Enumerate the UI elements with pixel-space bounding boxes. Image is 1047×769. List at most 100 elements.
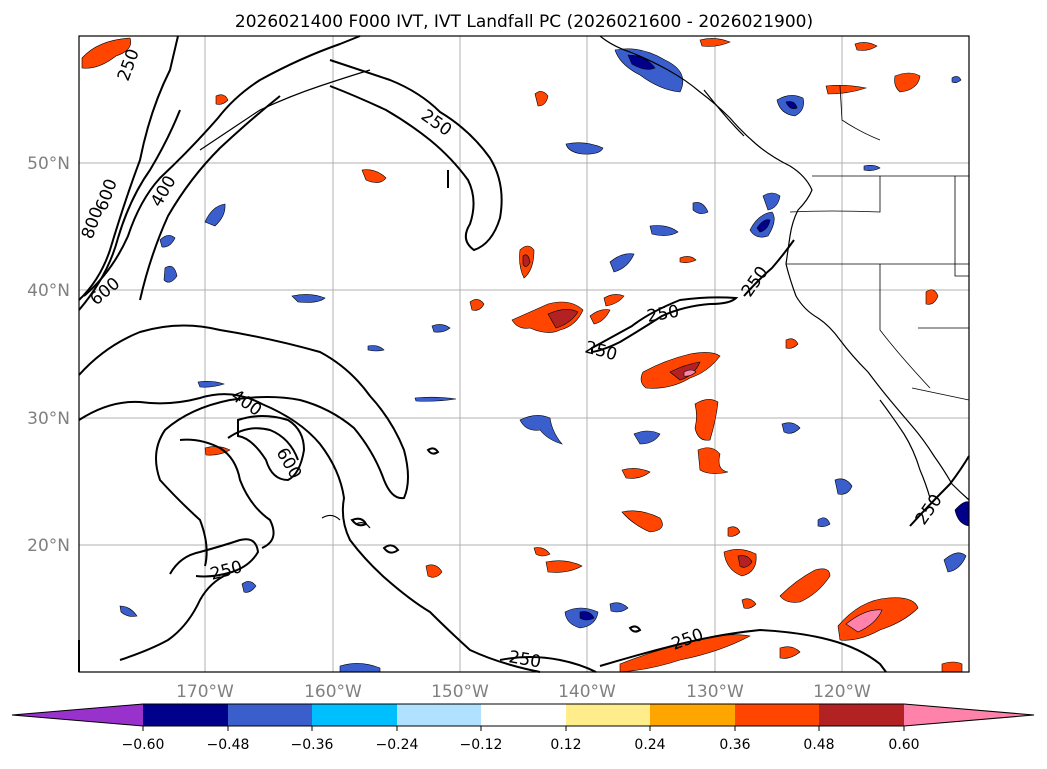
pos-blob bbox=[699, 38, 731, 47]
pos-blob bbox=[621, 468, 651, 479]
colorbar-tick-label: −0.60 bbox=[122, 737, 165, 753]
colorbar-swatch bbox=[397, 704, 481, 726]
colorbar-ticks bbox=[142, 726, 905, 731]
colorbar-swatch bbox=[481, 704, 566, 726]
colorbar-swatch bbox=[228, 704, 312, 726]
pos-blob bbox=[779, 568, 831, 603]
pos-blob bbox=[845, 609, 883, 633]
neg-blob bbox=[159, 235, 176, 248]
pos-blob bbox=[683, 369, 697, 377]
border-nv-ca bbox=[879, 264, 931, 389]
figure-title: 2026021400 F000 IVT, IVT Landfall PC (20… bbox=[235, 12, 813, 32]
pos-blob bbox=[81, 37, 131, 69]
contour-line bbox=[909, 455, 970, 527]
lon-label: 130°W bbox=[686, 682, 744, 702]
pos-blob bbox=[547, 309, 579, 329]
pos-blob bbox=[589, 309, 611, 325]
contour-line bbox=[591, 296, 739, 354]
map-frame bbox=[78, 35, 970, 673]
neg-blob bbox=[579, 611, 595, 621]
neg-blob bbox=[367, 345, 385, 352]
neg-blob bbox=[565, 142, 604, 155]
colorbar-swatch bbox=[143, 704, 228, 726]
lat-label: 40°N bbox=[27, 281, 70, 301]
neg-blob bbox=[291, 294, 326, 303]
positive-anomalies bbox=[81, 37, 963, 673]
pos-blob bbox=[779, 646, 801, 659]
colorbar-swatch bbox=[566, 704, 650, 726]
pos-blob bbox=[694, 399, 719, 441]
pos-blob bbox=[854, 42, 878, 51]
colorbar: −0.60 −0.48 −0.36 −0.24 −0.12 0.12 0.24 … bbox=[11, 703, 1035, 753]
pos-blob bbox=[534, 91, 549, 107]
neg-blob bbox=[414, 396, 457, 402]
neg-blob bbox=[163, 265, 178, 283]
neg-blob bbox=[627, 54, 656, 70]
colorbar-tick-label: −0.36 bbox=[291, 737, 334, 753]
pos-blob bbox=[522, 254, 531, 267]
neg-blob bbox=[609, 253, 635, 273]
contour-line bbox=[628, 625, 642, 633]
contour-line bbox=[499, 656, 597, 673]
pos-blob bbox=[425, 564, 443, 578]
neg-blob bbox=[817, 517, 831, 527]
lon-label: 170°W bbox=[176, 682, 234, 702]
pos-blob bbox=[785, 338, 799, 349]
neg-blob bbox=[649, 225, 679, 236]
coastline-alaska bbox=[599, 35, 813, 265]
neg-blob bbox=[609, 602, 629, 613]
border-id bbox=[954, 176, 969, 277]
lon-label: 150°W bbox=[431, 682, 489, 702]
pos-blob bbox=[741, 598, 757, 609]
contour-line bbox=[227, 427, 299, 461]
neg-blob bbox=[692, 202, 709, 214]
pos-blob bbox=[204, 446, 231, 456]
colorbar-extend-min bbox=[12, 704, 143, 726]
pos-blob bbox=[737, 555, 753, 568]
lat-labels: 50°N 40°N 30°N 20°N bbox=[27, 154, 70, 556]
contour-line bbox=[179, 438, 275, 549]
colorbar-tick-label: −0.48 bbox=[207, 737, 250, 753]
pos-blob bbox=[545, 560, 583, 573]
coastline-baja bbox=[879, 399, 931, 499]
neg-blob bbox=[943, 552, 967, 573]
contour-line bbox=[139, 95, 281, 301]
pos-blob bbox=[925, 289, 939, 305]
pos-blob bbox=[669, 361, 701, 381]
lat-label: 30°N bbox=[27, 409, 70, 429]
pos-blob bbox=[603, 294, 625, 307]
lat-label: 50°N bbox=[27, 154, 70, 174]
pos-blob bbox=[697, 447, 729, 474]
pos-blob bbox=[727, 526, 741, 537]
contour-line bbox=[426, 447, 440, 455]
gridlines bbox=[79, 36, 969, 672]
negative-anomalies bbox=[119, 48, 970, 673]
neg-blob bbox=[863, 165, 881, 171]
neg-blob bbox=[781, 422, 801, 434]
coastline-hawaii bbox=[321, 514, 371, 529]
map-area: 250 250 800 600 400 600 400 600 250 250 … bbox=[78, 35, 970, 673]
borders bbox=[786, 85, 970, 401]
neg-blob bbox=[519, 415, 563, 445]
contour-line bbox=[599, 628, 887, 673]
neg-blob bbox=[633, 430, 661, 445]
colorbar-swatch bbox=[650, 704, 735, 726]
colorbar-swatch bbox=[819, 704, 904, 726]
colorbar-tick-label: 0.36 bbox=[719, 737, 750, 753]
colorbar-swatch bbox=[312, 704, 397, 726]
pos-blob bbox=[215, 94, 229, 105]
ivt-contours bbox=[78, 35, 970, 673]
contour-line bbox=[329, 59, 503, 252]
contour-line bbox=[169, 538, 260, 578]
coastline-aleutians bbox=[199, 69, 371, 151]
neg-blob bbox=[431, 324, 451, 333]
lon-label: 140°W bbox=[558, 682, 616, 702]
pos-blob bbox=[469, 299, 485, 311]
pos-blob bbox=[679, 256, 697, 263]
contour-line bbox=[83, 35, 361, 297]
border-mexico bbox=[911, 387, 970, 401]
neg-blob bbox=[339, 663, 381, 673]
neg-blob bbox=[197, 381, 225, 388]
lon-label: 120°W bbox=[813, 682, 871, 702]
